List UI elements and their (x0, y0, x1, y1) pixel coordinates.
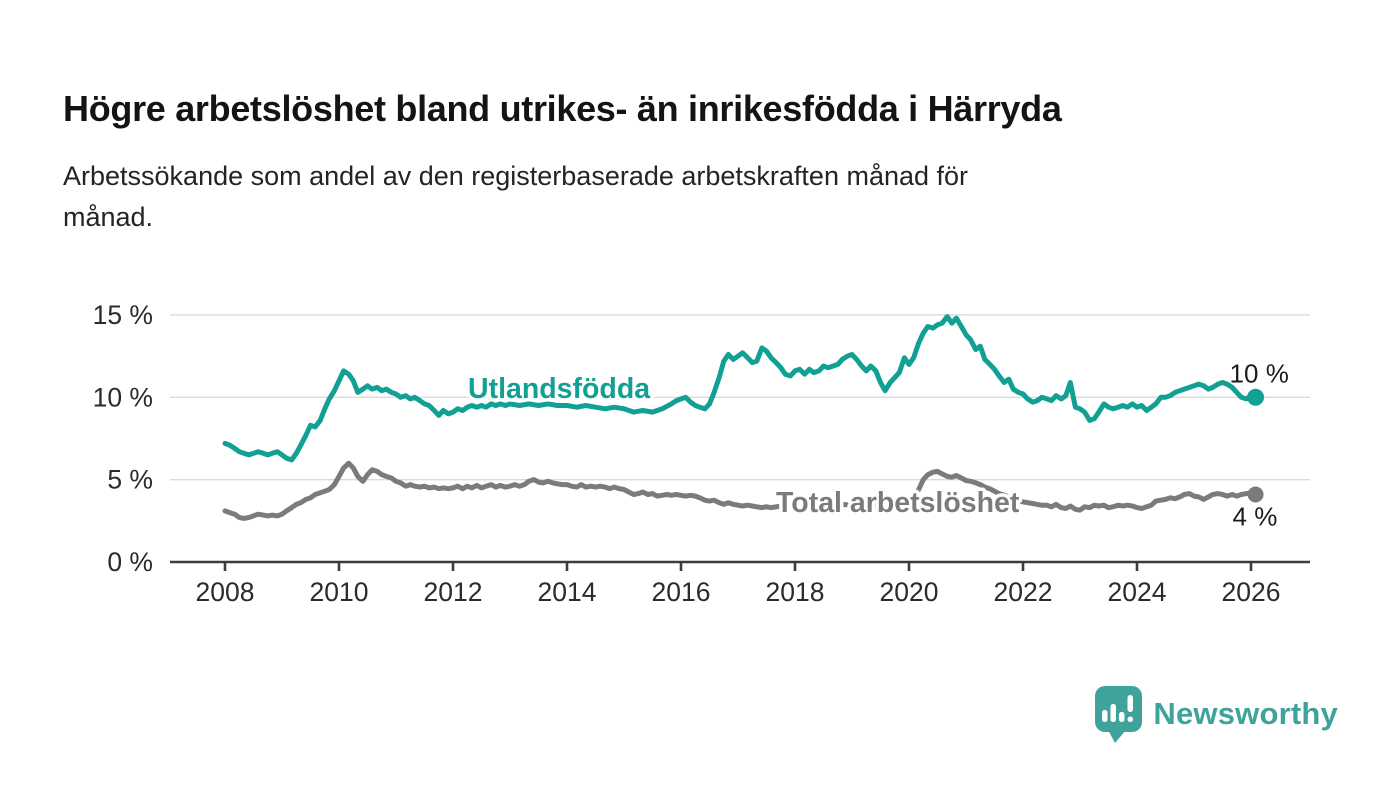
page-title: Högre arbetslöshet bland utrikes- än inr… (63, 88, 1062, 130)
series-end-dot-total-arbetsloshet (1247, 486, 1264, 503)
y-tick-label: 5 % (107, 465, 153, 495)
x-tick-label: 2026 (1222, 577, 1281, 607)
x-tick-label: 2016 (652, 577, 711, 607)
series-end-value-label: 4 % (1233, 501, 1278, 531)
newsworthy-logo-icon (1095, 686, 1143, 743)
x-tick-label: 2014 (538, 577, 597, 607)
y-tick-label: 15 % (93, 300, 153, 330)
series-label: Total arbetslöshet (776, 487, 1020, 519)
chart-subtitle-line-2: månad. (63, 202, 154, 232)
x-tick-label: 2024 (1108, 577, 1167, 607)
series-line-total-arbetsloshet (222, 460, 1259, 521)
x-tick-label: 2012 (424, 577, 483, 607)
series-end-value-label: 10 % (1230, 358, 1289, 388)
x-tick-label: 2020 (880, 577, 939, 607)
chart-subtitle: Arbetssökande som andel av den registerb… (63, 156, 968, 238)
y-tick-label: 0 % (107, 547, 153, 577)
series-label: Utlandsfödda (468, 373, 651, 405)
newsworthy-branding: Newsworthy (1094, 684, 1338, 744)
chart-subtitle-line-1: Arbetssökande som andel av den registerb… (63, 161, 969, 191)
unemployment-line-chart: 2008 2010 2012 2014 2016 2018 2020 2022 2024 2026… (93, 300, 1310, 607)
newsworthy-wordmark: Newsworthy (1153, 696, 1338, 731)
chart-figure: 2008 2010 2012 2014 2016 2018 2020 2022 2024 2026… (93, 300, 1310, 607)
x-tick-label: 2022 (994, 577, 1053, 607)
series-line-utlandsfodda (222, 314, 1259, 463)
series-end-dot-utlandsfodda (1247, 388, 1265, 406)
x-tick-label: 2008 (196, 577, 255, 607)
y-tick-label: 10 % (93, 382, 153, 412)
x-tick-label: 2010 (310, 577, 369, 607)
x-tick-label: 2018 (766, 577, 825, 607)
